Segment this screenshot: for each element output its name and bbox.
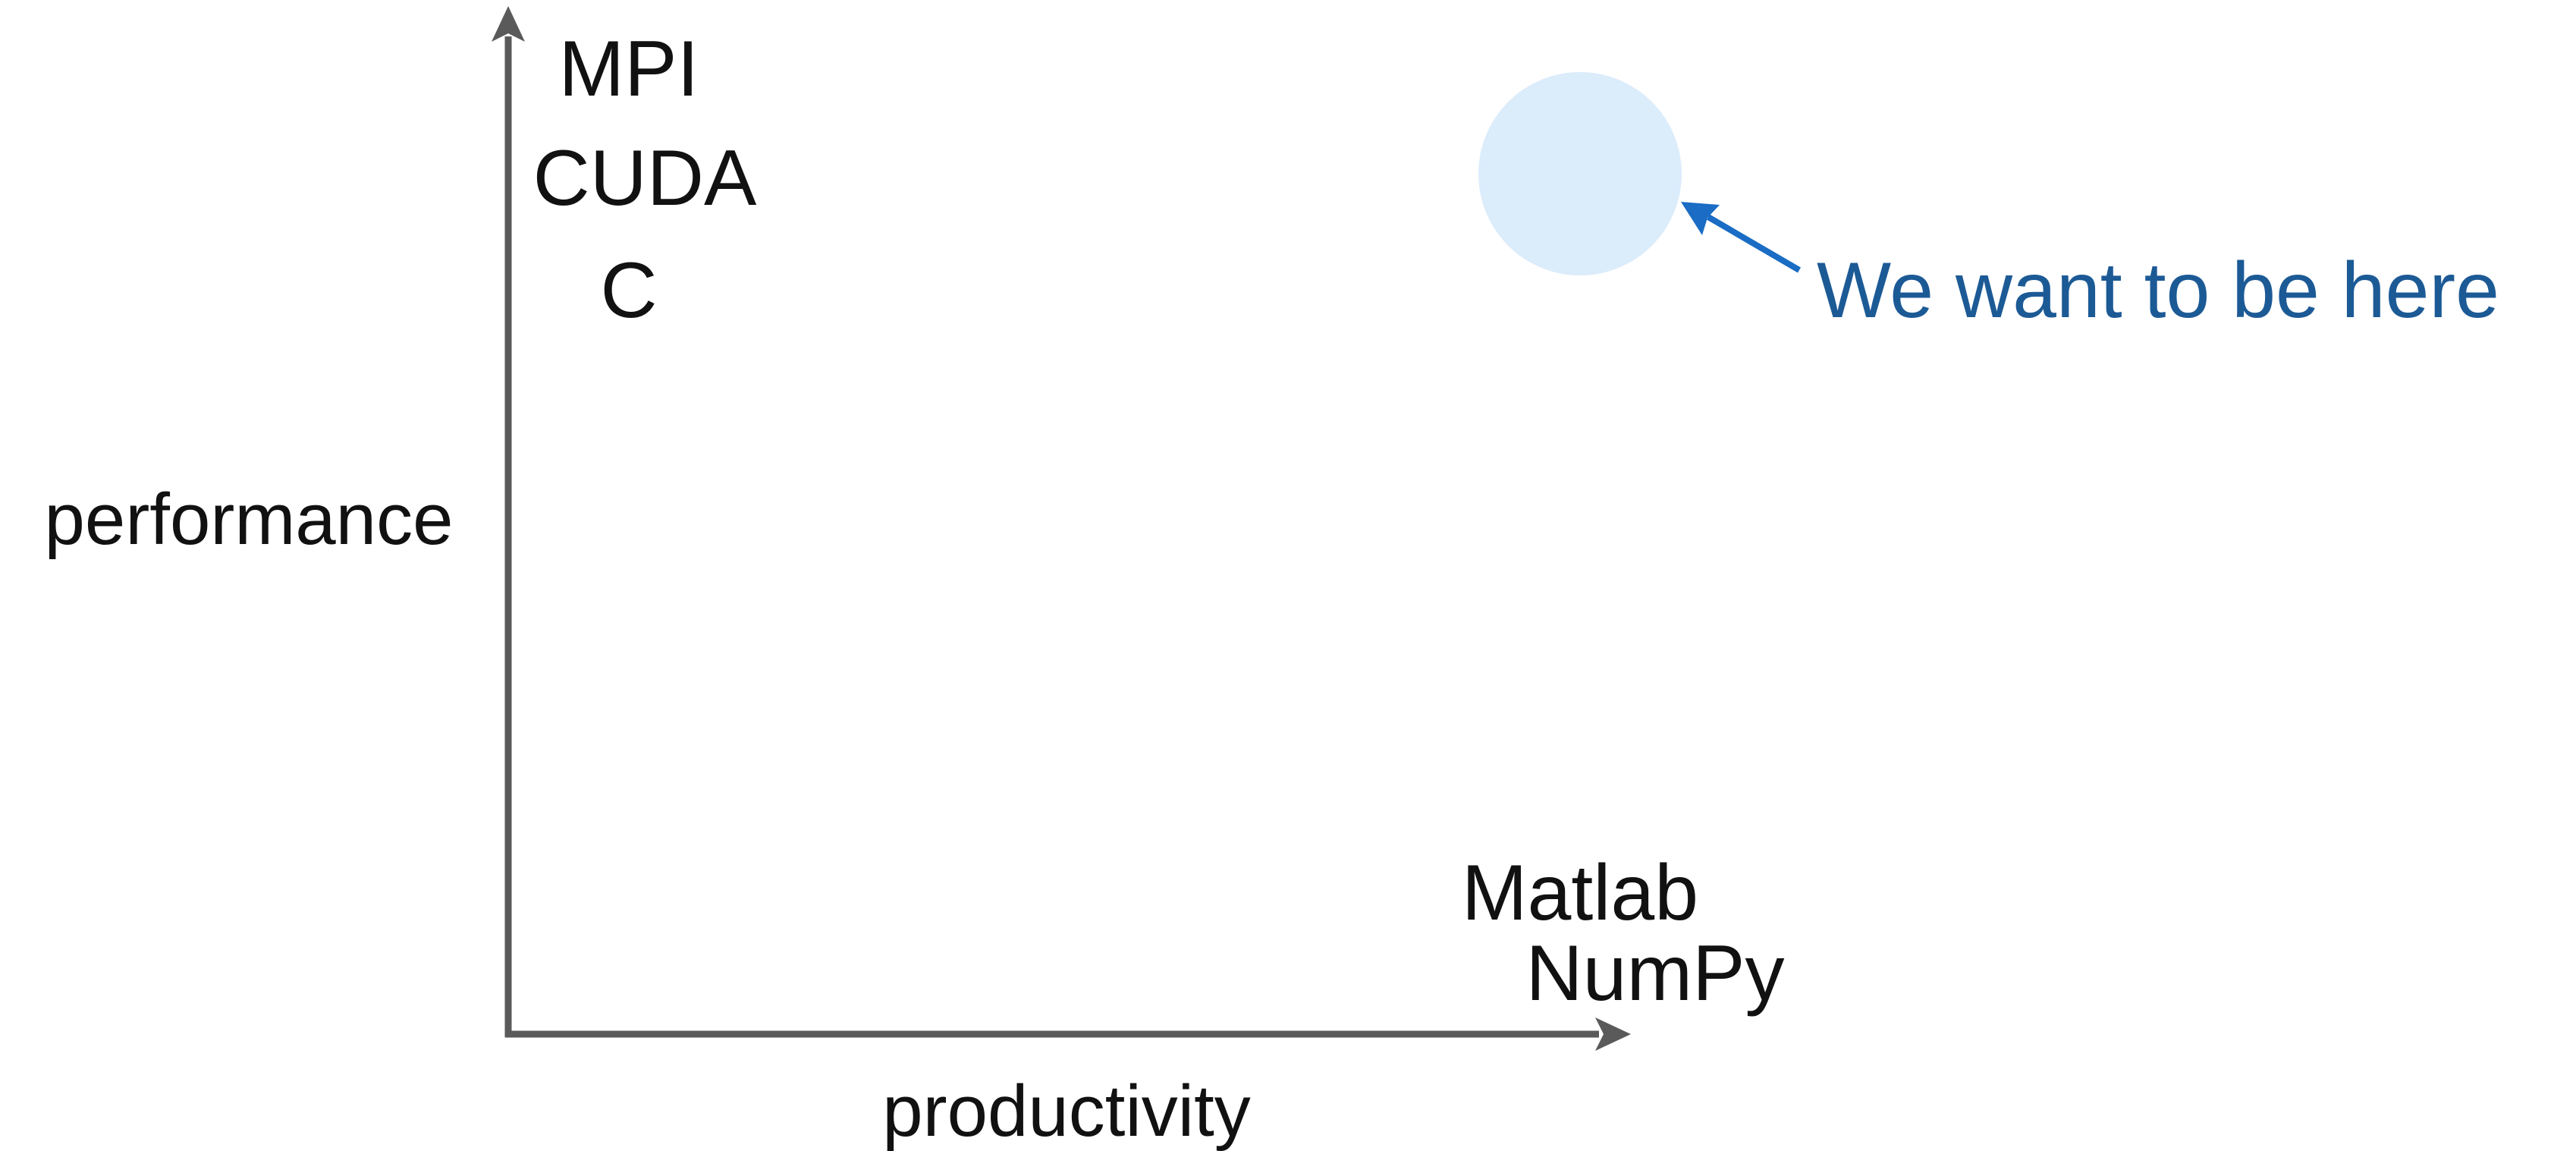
tech-label-matlab: Matlab <box>1462 849 1698 937</box>
x-axis-arrowhead <box>1595 1017 1631 1051</box>
tech-label-cuda: CUDA <box>533 134 757 222</box>
annotation-arrow-line <box>1706 214 1802 273</box>
tech-label-numpy: NumPy <box>1526 929 1785 1017</box>
tech-label-mpi: MPI <box>559 25 699 113</box>
target-circle <box>1478 72 1682 275</box>
y-axis-label: performance <box>45 479 454 560</box>
target-annotation: We want to be here <box>1817 247 2499 335</box>
tech-label-c: C <box>600 247 657 335</box>
x-axis-label: productivity <box>882 1071 1251 1151</box>
y-axis-arrowhead <box>492 6 525 42</box>
annotation-arrowhead <box>1681 202 1720 235</box>
